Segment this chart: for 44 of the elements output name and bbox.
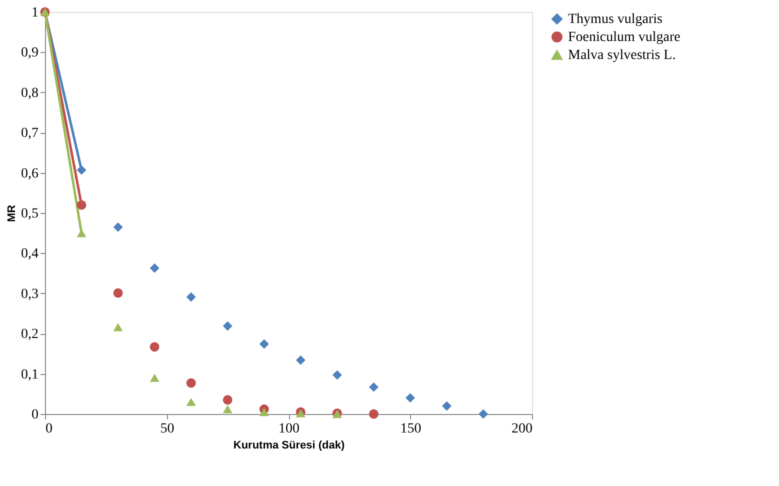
y-tick-label: 0,5	[21, 206, 38, 222]
y-tick-label: 0,1	[21, 367, 38, 382]
y-tick-label: 0,6	[21, 166, 38, 182]
legend-label: Thymus vulgaris	[568, 12, 662, 27]
x-tick-label: 200	[512, 422, 532, 436]
y-tick-label: 0,2	[21, 327, 38, 342]
y-tick-label: 0,4	[21, 246, 38, 262]
x-tick-label: 100	[278, 422, 300, 436]
point	[113, 323, 123, 332]
point	[442, 401, 452, 411]
point	[222, 395, 232, 405]
point	[259, 339, 269, 349]
y-tick-label: 0,3	[21, 286, 38, 302]
x-tick-label: 50	[160, 422, 174, 436]
point	[186, 398, 196, 406]
x-tick-label: 150	[400, 422, 422, 436]
y-tick-label: 0,7	[21, 126, 38, 142]
y-tick-label: 0	[32, 408, 38, 422]
point	[113, 222, 123, 232]
point	[113, 288, 123, 298]
point	[222, 405, 232, 414]
y-axis-title: MR	[6, 204, 18, 222]
legend-label: Foeniculum vulgare	[568, 30, 680, 45]
x-tick-label: 0	[46, 422, 52, 436]
point	[368, 409, 378, 419]
point	[76, 165, 86, 175]
point	[150, 374, 160, 382]
point	[186, 292, 196, 302]
point	[150, 263, 160, 273]
point	[186, 378, 196, 388]
y-tick-label: 1	[32, 6, 38, 20]
point	[150, 342, 160, 352]
point	[478, 409, 488, 419]
legend-label: Malva sylvestris L.	[568, 48, 676, 63]
point	[76, 200, 86, 210]
point	[296, 355, 306, 365]
point	[259, 408, 269, 416]
point	[222, 321, 232, 331]
y-tick-label: 0,8	[21, 86, 38, 101]
x-axis-title: Kurutma Süresi (dak)	[233, 440, 345, 452]
y-tick-label: 0,9	[21, 46, 38, 61]
point	[368, 382, 378, 392]
point	[406, 393, 415, 403]
point	[332, 370, 342, 380]
